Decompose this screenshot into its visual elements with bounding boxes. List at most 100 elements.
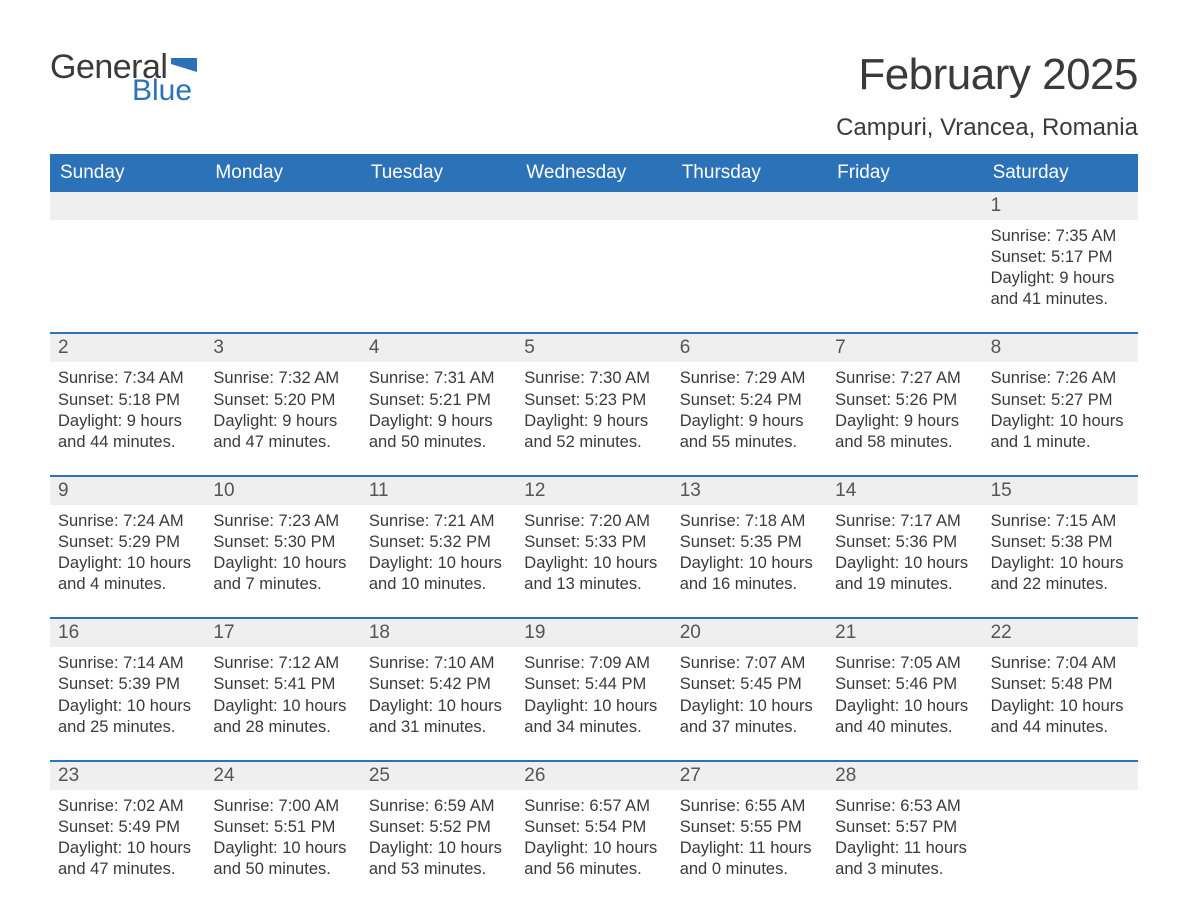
day-detail-cell: Sunrise: 7:26 AMSunset: 5:27 PMDaylight:… [983, 362, 1138, 456]
day-header: Friday [827, 154, 982, 192]
sunset-text: Sunset: 5:38 PM [991, 532, 1130, 553]
sunset-text: Sunset: 5:52 PM [369, 817, 508, 838]
day-number-cell: 4 [361, 334, 516, 362]
sunrise-text: Sunrise: 7:35 AM [991, 226, 1130, 247]
detail-row: Sunrise: 7:24 AMSunset: 5:29 PMDaylight:… [50, 505, 1138, 599]
day-detail-cell: Sunrise: 7:29 AMSunset: 5:24 PMDaylight:… [672, 362, 827, 456]
sunrise-text: Sunrise: 7:32 AM [213, 368, 352, 389]
day-detail-cell: Sunrise: 6:57 AMSunset: 5:54 PMDaylight:… [516, 790, 671, 884]
day-detail-cell: Sunrise: 7:20 AMSunset: 5:33 PMDaylight:… [516, 505, 671, 599]
day-number-cell: 2 [50, 334, 205, 362]
sunrise-text: Sunrise: 7:31 AM [369, 368, 508, 389]
sunset-text: Sunset: 5:23 PM [524, 390, 663, 411]
header: General Blue February 2025 Campuri, Vran… [50, 50, 1138, 142]
calendar-week: 232425262728Sunrise: 7:02 AMSunset: 5:49… [50, 760, 1138, 884]
sunrise-text: Sunrise: 7:15 AM [991, 511, 1130, 532]
day-number-cell: 8 [983, 334, 1138, 362]
daylight-text: Daylight: 10 hours and 50 minutes. [213, 838, 352, 880]
daylight-text: Daylight: 10 hours and 34 minutes. [524, 696, 663, 738]
day-detail-cell: Sunrise: 7:05 AMSunset: 5:46 PMDaylight:… [827, 647, 982, 741]
daylight-text: Daylight: 10 hours and 40 minutes. [835, 696, 974, 738]
sunrise-text: Sunrise: 7:26 AM [991, 368, 1130, 389]
day-number-cell: 14 [827, 477, 982, 505]
calendar-week: 1Sunrise: 7:35 AMSunset: 5:17 PMDaylight… [50, 192, 1138, 314]
day-header: Tuesday [361, 154, 516, 192]
day-detail-cell: Sunrise: 7:21 AMSunset: 5:32 PMDaylight:… [361, 505, 516, 599]
day-detail-cell: Sunrise: 7:35 AMSunset: 5:17 PMDaylight:… [983, 220, 1138, 314]
calendar: SundayMondayTuesdayWednesdayThursdayFrid… [50, 154, 1138, 884]
sunset-text: Sunset: 5:44 PM [524, 674, 663, 695]
daylight-text: Daylight: 10 hours and 7 minutes. [213, 553, 352, 595]
day-detail-cell: Sunrise: 7:10 AMSunset: 5:42 PMDaylight:… [361, 647, 516, 741]
sunset-text: Sunset: 5:33 PM [524, 532, 663, 553]
calendar-header-row: SundayMondayTuesdayWednesdayThursdayFrid… [50, 154, 1138, 192]
sunset-text: Sunset: 5:51 PM [213, 817, 352, 838]
daylight-text: Daylight: 11 hours and 3 minutes. [835, 838, 974, 880]
sunrise-text: Sunrise: 7:14 AM [58, 653, 197, 674]
sunset-text: Sunset: 5:30 PM [213, 532, 352, 553]
sunset-text: Sunset: 5:32 PM [369, 532, 508, 553]
day-detail-cell: Sunrise: 6:53 AMSunset: 5:57 PMDaylight:… [827, 790, 982, 884]
day-number-cell: 16 [50, 619, 205, 647]
day-number-cell: 20 [672, 619, 827, 647]
day-detail-cell [361, 220, 516, 314]
daylight-text: Daylight: 10 hours and 1 minute. [991, 411, 1130, 453]
daylight-text: Daylight: 10 hours and 4 minutes. [58, 553, 197, 595]
sunset-text: Sunset: 5:45 PM [680, 674, 819, 695]
day-number-cell [983, 762, 1138, 790]
day-detail-cell: Sunrise: 7:04 AMSunset: 5:48 PMDaylight:… [983, 647, 1138, 741]
sunrise-text: Sunrise: 7:18 AM [680, 511, 819, 532]
day-number-cell [205, 192, 360, 220]
daylight-text: Daylight: 10 hours and 56 minutes. [524, 838, 663, 880]
sunrise-text: Sunrise: 7:29 AM [680, 368, 819, 389]
sunrise-text: Sunrise: 7:20 AM [524, 511, 663, 532]
daylight-text: Daylight: 9 hours and 44 minutes. [58, 411, 197, 453]
sunrise-text: Sunrise: 7:00 AM [213, 796, 352, 817]
day-detail-cell: Sunrise: 7:00 AMSunset: 5:51 PMDaylight:… [205, 790, 360, 884]
day-detail-cell: Sunrise: 7:14 AMSunset: 5:39 PMDaylight:… [50, 647, 205, 741]
daylight-text: Daylight: 10 hours and 28 minutes. [213, 696, 352, 738]
day-detail-cell: Sunrise: 7:02 AMSunset: 5:49 PMDaylight:… [50, 790, 205, 884]
daylight-text: Daylight: 10 hours and 19 minutes. [835, 553, 974, 595]
day-number-cell: 5 [516, 334, 671, 362]
detail-row: Sunrise: 7:34 AMSunset: 5:18 PMDaylight:… [50, 362, 1138, 456]
day-detail-cell [50, 220, 205, 314]
sunset-text: Sunset: 5:26 PM [835, 390, 974, 411]
sunrise-text: Sunrise: 6:57 AM [524, 796, 663, 817]
sunset-text: Sunset: 5:54 PM [524, 817, 663, 838]
logo-text-blue: Blue [132, 76, 192, 106]
daynum-row: 232425262728 [50, 762, 1138, 790]
daylight-text: Daylight: 10 hours and 31 minutes. [369, 696, 508, 738]
day-header: Thursday [672, 154, 827, 192]
daylight-text: Daylight: 10 hours and 47 minutes. [58, 838, 197, 880]
day-number-cell: 6 [672, 334, 827, 362]
sunrise-text: Sunrise: 7:21 AM [369, 511, 508, 532]
sunrise-text: Sunrise: 7:07 AM [680, 653, 819, 674]
daylight-text: Daylight: 10 hours and 16 minutes. [680, 553, 819, 595]
daylight-text: Daylight: 9 hours and 41 minutes. [991, 268, 1130, 310]
day-detail-cell [516, 220, 671, 314]
day-detail-cell: Sunrise: 7:23 AMSunset: 5:30 PMDaylight:… [205, 505, 360, 599]
daylight-text: Daylight: 9 hours and 52 minutes. [524, 411, 663, 453]
daylight-text: Daylight: 10 hours and 13 minutes. [524, 553, 663, 595]
daynum-row: 16171819202122 [50, 619, 1138, 647]
sunset-text: Sunset: 5:27 PM [991, 390, 1130, 411]
sunrise-text: Sunrise: 7:34 AM [58, 368, 197, 389]
day-detail-cell: Sunrise: 6:59 AMSunset: 5:52 PMDaylight:… [361, 790, 516, 884]
day-number-cell: 28 [827, 762, 982, 790]
day-detail-cell: Sunrise: 7:07 AMSunset: 5:45 PMDaylight:… [672, 647, 827, 741]
day-number-cell: 11 [361, 477, 516, 505]
day-detail-cell [672, 220, 827, 314]
day-detail-cell: Sunrise: 7:15 AMSunset: 5:38 PMDaylight:… [983, 505, 1138, 599]
day-number-cell: 9 [50, 477, 205, 505]
sunset-text: Sunset: 5:39 PM [58, 674, 197, 695]
day-number-cell: 19 [516, 619, 671, 647]
day-header: Sunday [50, 154, 205, 192]
day-number-cell: 3 [205, 334, 360, 362]
sunrise-text: Sunrise: 7:09 AM [524, 653, 663, 674]
sunrise-text: Sunrise: 7:27 AM [835, 368, 974, 389]
day-number-cell: 13 [672, 477, 827, 505]
day-detail-cell: Sunrise: 7:30 AMSunset: 5:23 PMDaylight:… [516, 362, 671, 456]
day-header: Saturday [983, 154, 1138, 192]
daynum-row: 9101112131415 [50, 477, 1138, 505]
